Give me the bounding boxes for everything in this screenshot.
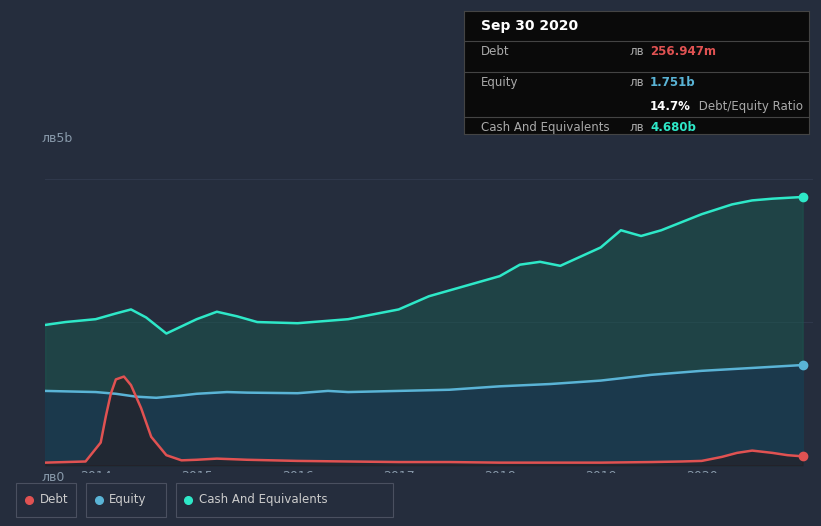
- Text: 256.947m: 256.947m: [650, 45, 716, 58]
- Text: Cash And Equivalents: Cash And Equivalents: [199, 493, 328, 506]
- Text: Equity: Equity: [481, 76, 519, 89]
- Text: Debt: Debt: [39, 493, 68, 506]
- Text: Debt/Equity Ratio: Debt/Equity Ratio: [695, 99, 803, 113]
- Text: Cash And Equivalents: Cash And Equivalents: [481, 120, 610, 134]
- Text: лв: лв: [630, 120, 644, 134]
- Text: Sep 30 2020: Sep 30 2020: [481, 19, 578, 33]
- Text: 4.680b: 4.680b: [650, 120, 696, 134]
- Text: Equity: Equity: [109, 493, 147, 506]
- Text: лв: лв: [630, 45, 644, 58]
- Text: Debt: Debt: [481, 45, 510, 58]
- Text: 1.751b: 1.751b: [650, 76, 695, 89]
- Text: лв0: лв0: [41, 471, 64, 484]
- Text: 14.7%: 14.7%: [650, 99, 691, 113]
- Text: лв: лв: [630, 76, 644, 89]
- Text: лв5b: лв5b: [41, 132, 72, 145]
